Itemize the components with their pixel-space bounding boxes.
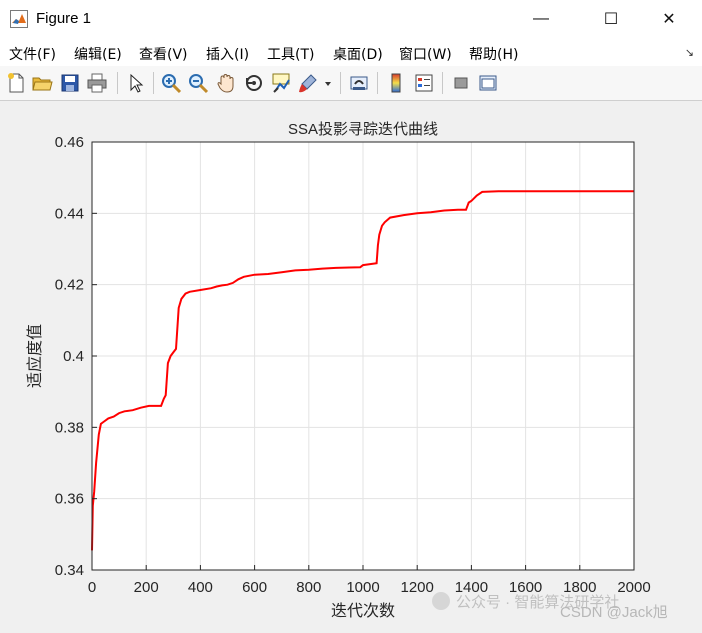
y-tick-label: 0.38 [55, 419, 84, 436]
x-tick-label: 800 [296, 579, 321, 596]
y-tick-label: 0.44 [55, 205, 84, 222]
minimize-button[interactable]: — [518, 0, 564, 38]
chart-title: SSA投影寻踪迭代曲线 [288, 121, 438, 138]
menu-edit[interactable]: 编辑(E) [74, 47, 122, 63]
maximize-button[interactable]: ☐ [588, 0, 634, 38]
colorbar-icon[interactable] [385, 72, 407, 94]
save-icon[interactable] [59, 72, 81, 94]
window-title: Figure 1 [36, 10, 92, 27]
new-figure-icon[interactable] [5, 72, 27, 94]
wechat-icon [432, 592, 450, 610]
toolbar-separator [117, 72, 118, 94]
y-tick-label: 0.36 [55, 491, 84, 508]
x-tick-label: 1000 [346, 579, 379, 596]
y-tick-label: 0.42 [55, 277, 84, 294]
watermark-csdn: CSDN @Jack旭 [560, 604, 668, 621]
x-tick-label: 1400 [455, 579, 488, 596]
x-tick-label: 400 [188, 579, 213, 596]
show-plot-tools-icon[interactable] [477, 72, 499, 94]
toolbar-separator [153, 72, 154, 94]
figure-toolbar [0, 66, 702, 101]
zoom-in-icon[interactable] [160, 72, 182, 94]
brush-dropdown-icon[interactable] [323, 72, 333, 94]
menu-bar: 文件(F) 编辑(E) 查看(V) 插入(I) 工具(T) 桌面(D) 窗口(W… [0, 38, 702, 67]
x-tick-label: 2000 [617, 579, 650, 596]
menu-file[interactable]: 文件(F) [9, 47, 56, 63]
hide-plot-tools-icon[interactable] [450, 72, 472, 94]
watermark: 公众号 · 智能算法研学社 CSDN @Jack旭 [432, 592, 668, 621]
menu-tools[interactable]: 工具(T) [267, 47, 315, 63]
zoom-out-icon[interactable] [187, 72, 209, 94]
rotate-3d-icon[interactable] [243, 72, 265, 94]
legend-icon[interactable] [413, 72, 435, 94]
close-button[interactable]: ✕ [646, 0, 692, 38]
figure-canvas: 0 200 400 600 800 1000 1200 1400 1600 1800 2000 0.… [0, 101, 702, 628]
x-tick-label: 200 [134, 579, 159, 596]
y-tick-label: 0.4 [63, 348, 84, 365]
menu-view[interactable]: 查看(V) [139, 47, 188, 63]
x-tick-label: 1800 [563, 579, 596, 596]
pointer-icon[interactable] [125, 72, 147, 94]
data-cursor-icon[interactable] [270, 72, 292, 94]
menu-window[interactable]: 窗口(W) [399, 47, 452, 63]
x-tick-label: 0 [88, 579, 96, 596]
pan-hand-icon[interactable] [215, 72, 237, 94]
link-plot-icon[interactable] [348, 72, 370, 94]
y-axis-label: 适应度值 [25, 324, 44, 388]
x-tick-label: 600 [242, 579, 267, 596]
print-icon[interactable] [86, 72, 108, 94]
toolbar-separator [442, 72, 443, 94]
toolbar-separator [377, 72, 378, 94]
open-folder-icon[interactable] [31, 72, 53, 94]
matlab-app-icon [10, 10, 28, 28]
close-icon: ✕ [662, 11, 676, 28]
maximize-icon: ☐ [603, 11, 619, 28]
dock-arrow-icon[interactable]: ↘ [684, 47, 694, 59]
window-titlebar: Figure 1 — ☐ ✕ [0, 0, 702, 39]
y-tick-label: 0.34 [55, 562, 84, 579]
menu-insert[interactable]: 插入(I) [206, 47, 250, 63]
menu-help[interactable]: 帮助(H) [469, 47, 519, 63]
x-axis-ticks: 0 200 400 600 800 1000 1200 1400 1600 1800 2000 [88, 565, 651, 596]
menu-desktop[interactable]: 桌面(D) [333, 47, 383, 63]
x-axis-label: 迭代次数 [331, 602, 395, 620]
x-tick-label: 1600 [509, 579, 542, 596]
minimize-icon: — [533, 10, 549, 27]
series-line [91, 190, 634, 551]
x-tick-label: 1200 [401, 579, 434, 596]
watermark-text: 公众号 · 智能算法研学社 [456, 593, 619, 611]
line-chart[interactable]: 0 200 400 600 800 1000 1200 1400 1600 1800 2000 0.… [0, 101, 702, 628]
y-axis-ticks: 0.34 0.36 0.38 0.4 0.42 0.44 0.46 [55, 134, 97, 579]
y-tick-label: 0.46 [55, 134, 84, 151]
brush-icon[interactable] [297, 72, 319, 94]
toolbar-separator [340, 72, 341, 94]
